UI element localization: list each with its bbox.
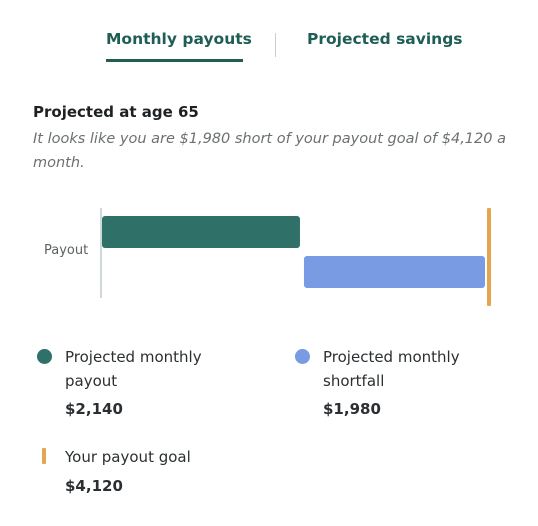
section-heading: Projected at age 65 [33, 103, 199, 121]
chart-category-label: Payout [44, 243, 89, 258]
shortfall-legend-dot [295, 349, 310, 364]
payout-legend-dot [37, 349, 52, 364]
shortfall-legend-label-line1: Projected monthly [323, 348, 460, 366]
active-tab-indicator [106, 59, 243, 62]
goal-value: $4,120 [65, 477, 123, 495]
shortfall-summary: It looks like you are $1,980 short of yo… [33, 131, 506, 171]
shortfall-value: $1,980 [323, 400, 381, 418]
payout-legend-label: Projected monthly payout [65, 345, 202, 393]
payout-bar [102, 216, 300, 248]
payout-chart: Payout [0, 200, 538, 315]
payout-value: $2,140 [65, 400, 123, 418]
payout-legend-label-line1: Projected monthly [65, 348, 202, 366]
tab-projected-savings[interactable]: Projected savings [307, 30, 463, 48]
payout-legend-label-line2: payout [65, 372, 118, 390]
shortfall-legend-label: Projected monthly shortfall [323, 345, 460, 393]
shortfall-bar [303, 256, 485, 288]
tab-bar: Monthly payouts Projected savings [0, 0, 538, 70]
tab-monthly-payouts[interactable]: Monthly payouts [106, 30, 252, 48]
goal-legend-marker [42, 448, 46, 464]
goal-legend-label: Your payout goal [65, 448, 191, 466]
shortfall-legend-label-line2: shortfall [323, 372, 385, 390]
payout-chart-svg [100, 208, 491, 306]
goal-line [487, 208, 491, 306]
tab-divider [275, 33, 276, 57]
